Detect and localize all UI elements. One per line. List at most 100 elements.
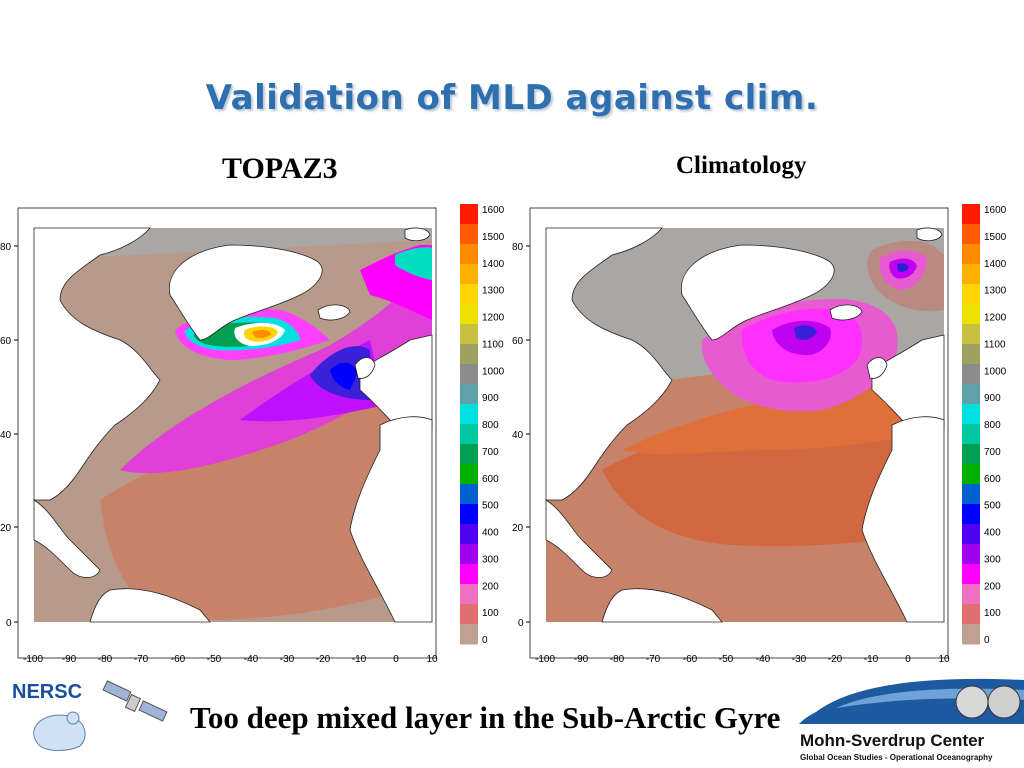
colorbar-segment (962, 564, 980, 585)
colorbar-tick-label: 600 (482, 474, 499, 485)
colorbar-segment (962, 204, 980, 225)
x-tick-label: -40 (244, 654, 259, 665)
colorbar-segment (460, 324, 478, 345)
colorbar-segment (962, 224, 980, 245)
colorbar-tick-label: 200 (482, 581, 499, 592)
colorbar-segment (962, 384, 980, 405)
colorbar-segment (962, 624, 980, 645)
x-tick-label: -90 (574, 654, 589, 665)
colorbar-segment (962, 504, 980, 525)
colorbar-tick-label: 500 (482, 501, 499, 512)
colorbar-segment (962, 584, 980, 605)
colorbar-tick-label: 1500 (984, 232, 1007, 243)
colorbar-segment (460, 584, 478, 605)
colorbar-segment (460, 404, 478, 425)
colorbar-segment (962, 444, 980, 465)
slide-caption: Too deep mixed layer in the Sub-Arctic G… (190, 700, 781, 735)
colorbar-segment (962, 344, 980, 365)
colorbar-tick-label: 1000 (984, 366, 1007, 377)
colorbar-tick-label: 1200 (984, 313, 1007, 324)
colorbar-segment (962, 324, 980, 345)
y-axis: 80 60 40 20 0 (512, 242, 530, 629)
x-tick-label: -40 (756, 654, 771, 665)
colorbar-segment (460, 304, 478, 325)
x-tick-label: -100 (23, 654, 43, 665)
colorbar-tick-label: 800 (984, 420, 1001, 431)
x-tick-label: 10 (426, 654, 438, 665)
x-tick-label: 10 (938, 654, 950, 665)
land-mask (33, 227, 433, 623)
y-tick-label: 20 (512, 523, 524, 534)
x-tick-label: -20 (828, 654, 843, 665)
land-mask (545, 227, 945, 623)
x-tick-label: -30 (280, 654, 295, 665)
colorbar-tick-label: 200 (984, 581, 1001, 592)
colorbar-segment (962, 304, 980, 325)
colorbar-segment (962, 424, 980, 445)
colorbar-tick-label: 1600 (482, 205, 505, 216)
colorbar-segment (962, 264, 980, 285)
colorbar-segment (460, 564, 478, 585)
colorbar-tick-label: 400 (482, 528, 499, 539)
y-tick-label: 0 (518, 618, 524, 629)
colorbar-segment (460, 244, 478, 265)
colorbar-segment (460, 264, 478, 285)
x-tick-label: -10 (352, 654, 367, 665)
x-axis: -100 -90 -80 -70 -60 -50 -40 -30 -20 -10… (535, 654, 950, 665)
colorbar-tick-label: 100 (984, 608, 1001, 619)
x-tick-label: -60 (683, 654, 698, 665)
colorbar-segment (460, 384, 478, 405)
colorbar-segment (460, 524, 478, 545)
map-frame (17, 207, 437, 659)
colorbar-tick-label: 1400 (984, 259, 1007, 270)
map-frame (529, 207, 949, 659)
colorbar-tick-label: 1300 (984, 286, 1007, 297)
x-tick-label: -30 (792, 654, 807, 665)
colorbar-tick-label: 900 (482, 393, 499, 404)
climatology-map-panel: 80 60 40 20 0 -100 -90 -80 -70 -60 -50 -… (512, 204, 1007, 665)
colorbar-segment (962, 404, 980, 425)
x-tick-label: -60 (171, 654, 186, 665)
colorbar-segment (460, 544, 478, 565)
x-tick-label: -70 (646, 654, 661, 665)
colorbar-tick-label: 1600 (984, 205, 1007, 216)
y-tick-label: 80 (0, 242, 12, 253)
colorbar-tick-label: 0 (984, 635, 990, 646)
x-tick-label: -20 (316, 654, 331, 665)
y-tick-label: 40 (512, 430, 524, 441)
colorbar-segment (962, 484, 980, 505)
colorbar: 1600150014001300120011001000900800700600… (460, 204, 505, 646)
colorbar-segment (460, 224, 478, 245)
colorbar-tick-label: 700 (984, 447, 1001, 458)
x-tick-label: -100 (535, 654, 555, 665)
y-tick-label: 80 (512, 242, 524, 253)
y-tick-label: 40 (0, 430, 12, 441)
y-axis: 80 60 40 20 0 (0, 242, 18, 629)
portrait-icon (955, 685, 1021, 719)
x-tick-label: -50 (207, 654, 222, 665)
x-tick-label: -10 (864, 654, 879, 665)
colorbar-segment (460, 484, 478, 505)
colorbar-tick-label: 1400 (482, 259, 505, 270)
x-tick-label: -80 (610, 654, 625, 665)
slide-title: Validation of MLD against clim. (205, 78, 819, 118)
colorbar-tick-label: 1100 (482, 339, 504, 350)
colorbar-tick-label: 700 (482, 447, 499, 458)
polar-bear-icon (33, 711, 86, 751)
colorbar-segment (460, 504, 478, 525)
colorbar-segment (962, 604, 980, 625)
colorbar-tick-label: 1300 (482, 286, 505, 297)
colorbar-tick-label: 800 (482, 420, 499, 431)
colorbar-segment (460, 364, 478, 385)
y-tick-label: 0 (6, 618, 12, 629)
colorbar-tick-label: 900 (984, 393, 1001, 404)
x-tick-label: -50 (719, 654, 734, 665)
colorbar-tick-label: 100 (482, 608, 499, 619)
msc-title: Mohn-Sverdrup Center (800, 731, 985, 750)
colorbar-tick-label: 600 (984, 474, 1001, 485)
colorbar-tick-label: 500 (984, 501, 1001, 512)
colorbar-segment (962, 364, 980, 385)
x-axis: -100 -90 -80 -70 -60 -50 -40 -30 -20 -10… (23, 654, 438, 665)
colorbar-tick-label: 300 (984, 554, 1001, 565)
nersc-logo-text: NERSC (12, 681, 82, 703)
